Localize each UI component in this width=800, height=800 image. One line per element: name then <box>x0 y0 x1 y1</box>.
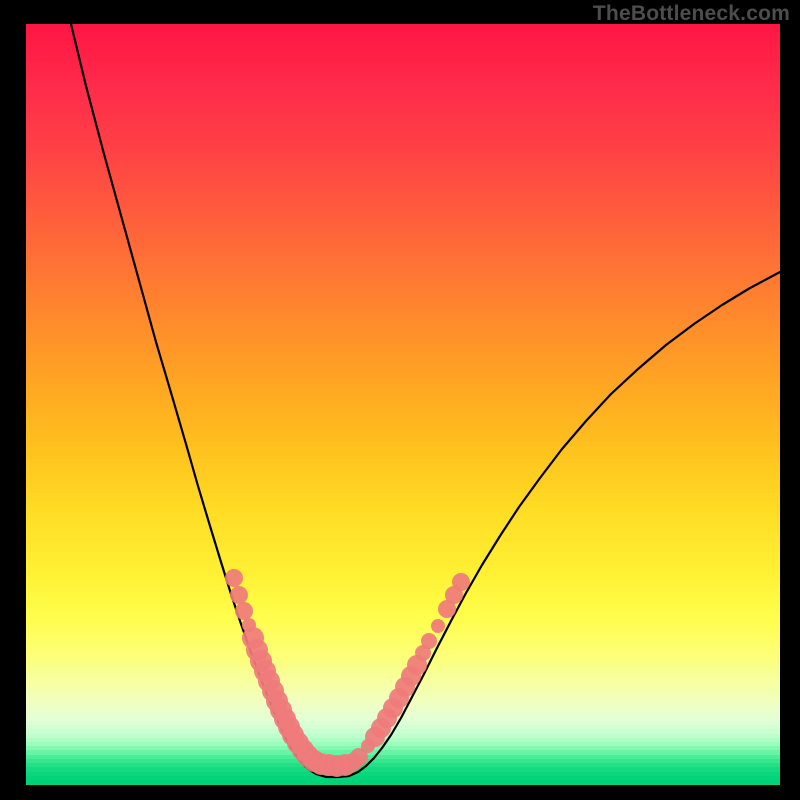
chart-frame: TheBottleneck.com <box>0 0 800 800</box>
gradient-background <box>26 24 780 780</box>
gradient-band <box>26 780 780 785</box>
watermark-text: TheBottleneck.com <box>593 2 790 26</box>
plot-area <box>26 24 780 780</box>
